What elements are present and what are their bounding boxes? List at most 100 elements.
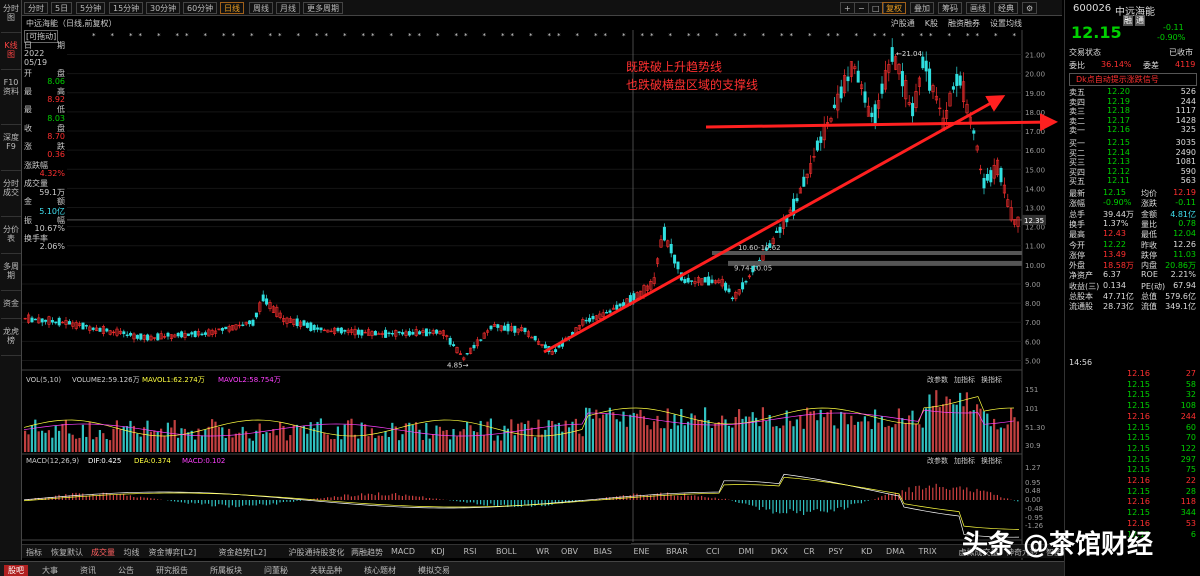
dea-line bbox=[23, 476, 1020, 530]
indicator-tab[interactable]: RSI bbox=[463, 547, 477, 556]
info-label-suffix: 盘 bbox=[57, 123, 65, 133]
status-bar: 股吧 大事 资讯 公告 研究报告 所属板块 问董秘 关联品种 核心题材 模拟交易 bbox=[0, 561, 1064, 576]
indicator-tab[interactable]: KDJ bbox=[431, 547, 445, 556]
indicator-tab[interactable]: BOLL bbox=[496, 547, 517, 556]
kline-chart[interactable]: * * * * * * * * * * * * * * * * * * * * * * * * * * * * * * * * * * * * * * * *… bbox=[22, 30, 1062, 560]
period-tab[interactable]: 周线 bbox=[249, 2, 273, 14]
toolbar-tool-button[interactable]: 画线 bbox=[966, 2, 990, 14]
period-tab[interactable]: 日线 bbox=[220, 2, 244, 14]
bid-price[interactable]: 12.11 bbox=[1107, 176, 1130, 186]
period-tab[interactable]: 更多周期 bbox=[303, 2, 343, 14]
toolbar-tool-button[interactable]: − bbox=[854, 2, 869, 14]
indicator-tab[interactable]: 均线 bbox=[123, 548, 140, 557]
period-tab[interactable]: 5分钟 bbox=[76, 2, 106, 14]
header-item[interactable]: 设置均线 bbox=[990, 19, 1022, 28]
indicator-tab[interactable]: BRAR bbox=[666, 547, 688, 556]
side-tab[interactable]: K线图 bbox=[1, 39, 21, 70]
toolbar-tool-button[interactable]: 叠加 bbox=[910, 2, 934, 14]
toolbar-tool-button[interactable]: 复权 bbox=[882, 2, 906, 14]
header-item[interactable]: 沪股通 bbox=[890, 19, 915, 28]
drag-label[interactable]: [可拖动] bbox=[24, 30, 59, 43]
current-price-tag: 12.35 bbox=[1024, 217, 1044, 225]
period-tab[interactable]: 60分钟 bbox=[183, 2, 218, 14]
stat-value: 12.04 bbox=[1173, 229, 1196, 239]
bid-price[interactable]: 12.12 bbox=[1107, 166, 1130, 176]
indicator-tab[interactable]: KD bbox=[861, 547, 873, 556]
indicator-tab[interactable]: DKX bbox=[771, 547, 788, 556]
indicator-tab[interactable]: 资金趋势[L2] bbox=[218, 548, 267, 557]
indicator-tab[interactable]: DMI bbox=[738, 547, 754, 556]
side-tab[interactable]: 深度F9 bbox=[1, 131, 21, 171]
side-tab[interactable]: 分时图 bbox=[1, 2, 21, 33]
status-tab[interactable]: 核心题材 bbox=[364, 566, 396, 575]
indicator-tab[interactable]: 两融趋势 bbox=[351, 548, 383, 557]
indicator-tab[interactable]: DMA bbox=[886, 547, 905, 556]
toolbar-tool-button[interactable]: □ bbox=[868, 2, 884, 14]
event-star: * bbox=[836, 32, 840, 40]
indicator-tab[interactable]: 指标 bbox=[26, 548, 42, 557]
indicator-tab[interactable]: PSY bbox=[828, 547, 844, 556]
ask-price[interactable]: 12.20 bbox=[1107, 87, 1130, 96]
status-tab[interactable]: 公告 bbox=[118, 566, 134, 575]
side-tab[interactable]: 多周期 bbox=[1, 260, 21, 291]
macd-axis-label: 0.00 bbox=[1025, 496, 1041, 504]
status-tab[interactable]: 资讯 bbox=[80, 566, 96, 575]
status-tab[interactable]: 股吧 bbox=[4, 565, 28, 576]
side-tab[interactable]: F10资料 bbox=[1, 76, 21, 125]
period-tab[interactable]: 15分钟 bbox=[109, 2, 144, 14]
period-tab[interactable]: 分时 bbox=[24, 2, 48, 14]
indicator-tab[interactable]: 成交量 bbox=[91, 548, 115, 557]
indicator-tab[interactable]: WR bbox=[536, 547, 550, 556]
indicator-tab[interactable]: BIAS bbox=[593, 547, 612, 556]
side-tab[interactable]: 分价表 bbox=[1, 223, 21, 254]
bid-price[interactable]: 12.14 bbox=[1107, 147, 1130, 157]
indicator-tab[interactable]: CCI bbox=[706, 547, 720, 556]
toolbar-tool-button[interactable]: 经典 bbox=[994, 2, 1018, 14]
side-tab[interactable]: 分时成交 bbox=[1, 177, 21, 217]
indicator-tab[interactable]: MACD bbox=[391, 547, 415, 556]
indicator-tab[interactable]: 神奇九转 bbox=[1006, 548, 1038, 557]
ask-price[interactable]: 12.19 bbox=[1107, 96, 1130, 106]
status-tab[interactable]: 研究报告 bbox=[156, 566, 188, 575]
ask-price[interactable]: 12.16 bbox=[1107, 125, 1130, 135]
trendline-arrow bbox=[543, 95, 1006, 354]
indicator-tab[interactable]: 虚拟成交量 bbox=[958, 548, 999, 557]
header-item[interactable]: K股 bbox=[924, 19, 938, 28]
indicator-tab[interactable]: CR bbox=[803, 547, 815, 556]
status-tab[interactable]: 模拟交易 bbox=[418, 566, 450, 575]
toolbar-tool-button[interactable]: + bbox=[840, 2, 855, 14]
toolbar-tool-button[interactable]: ⚙ bbox=[1022, 2, 1038, 14]
ask-price[interactable]: 12.17 bbox=[1107, 115, 1130, 125]
info-label: 开 bbox=[24, 68, 32, 78]
status-tab[interactable]: 大事 bbox=[42, 566, 58, 575]
status-tab[interactable]: 关联品种 bbox=[310, 566, 342, 575]
status-tab[interactable]: 所属板块 bbox=[210, 566, 242, 575]
weicha-value: 4119 bbox=[1175, 60, 1196, 69]
event-star: * bbox=[501, 32, 505, 40]
indicator-tab[interactable]: 恢复默认 bbox=[51, 548, 83, 557]
info-value: 8.92 bbox=[47, 95, 65, 105]
header-item[interactable]: 融资融券 bbox=[948, 19, 980, 28]
vol-tool: 换指标 bbox=[981, 375, 1002, 384]
bid-price[interactable]: 12.13 bbox=[1107, 157, 1130, 167]
status-tab[interactable]: 问董秘 bbox=[264, 566, 288, 575]
indicator-tab[interactable]: 智能选择 bbox=[1046, 548, 1078, 557]
bid-price[interactable]: 12.15 bbox=[1107, 138, 1130, 147]
indicator-tab[interactable]: OBV bbox=[561, 547, 579, 556]
side-tab[interactable]: 龙虎榜 bbox=[1, 325, 21, 356]
indicator-tab[interactable]: TRIX bbox=[918, 547, 937, 556]
toolbar-tool-button[interactable]: 筹码 bbox=[938, 2, 962, 14]
info-panel[interactable]: [可拖动] 日期 2022 05/19 开盘 8.06 最高 8.92 最低 8.03 收盘 8.7… bbox=[22, 30, 67, 251]
indicator-tab[interactable]: 资金博弈[L2] bbox=[148, 548, 197, 557]
tick-price: 12.15 bbox=[1127, 443, 1150, 453]
period-tab[interactable]: 月线 bbox=[276, 2, 300, 14]
tick-price: 12.15 bbox=[1127, 454, 1150, 464]
period-tab[interactable]: 30分钟 bbox=[146, 2, 181, 14]
ask-price[interactable]: 12.18 bbox=[1107, 106, 1130, 116]
indicator-tab[interactable]: 沪股通持股变化 bbox=[288, 548, 345, 557]
indicator-tab[interactable]: ENE bbox=[633, 547, 650, 556]
side-tab[interactable]: 资金 bbox=[1, 297, 21, 319]
period-tab[interactable]: 5日 bbox=[51, 2, 73, 14]
ask-volume: 1428 bbox=[1175, 115, 1196, 125]
signal-banner[interactable]: Dk点自动提示涨跌信号 bbox=[1069, 73, 1197, 86]
